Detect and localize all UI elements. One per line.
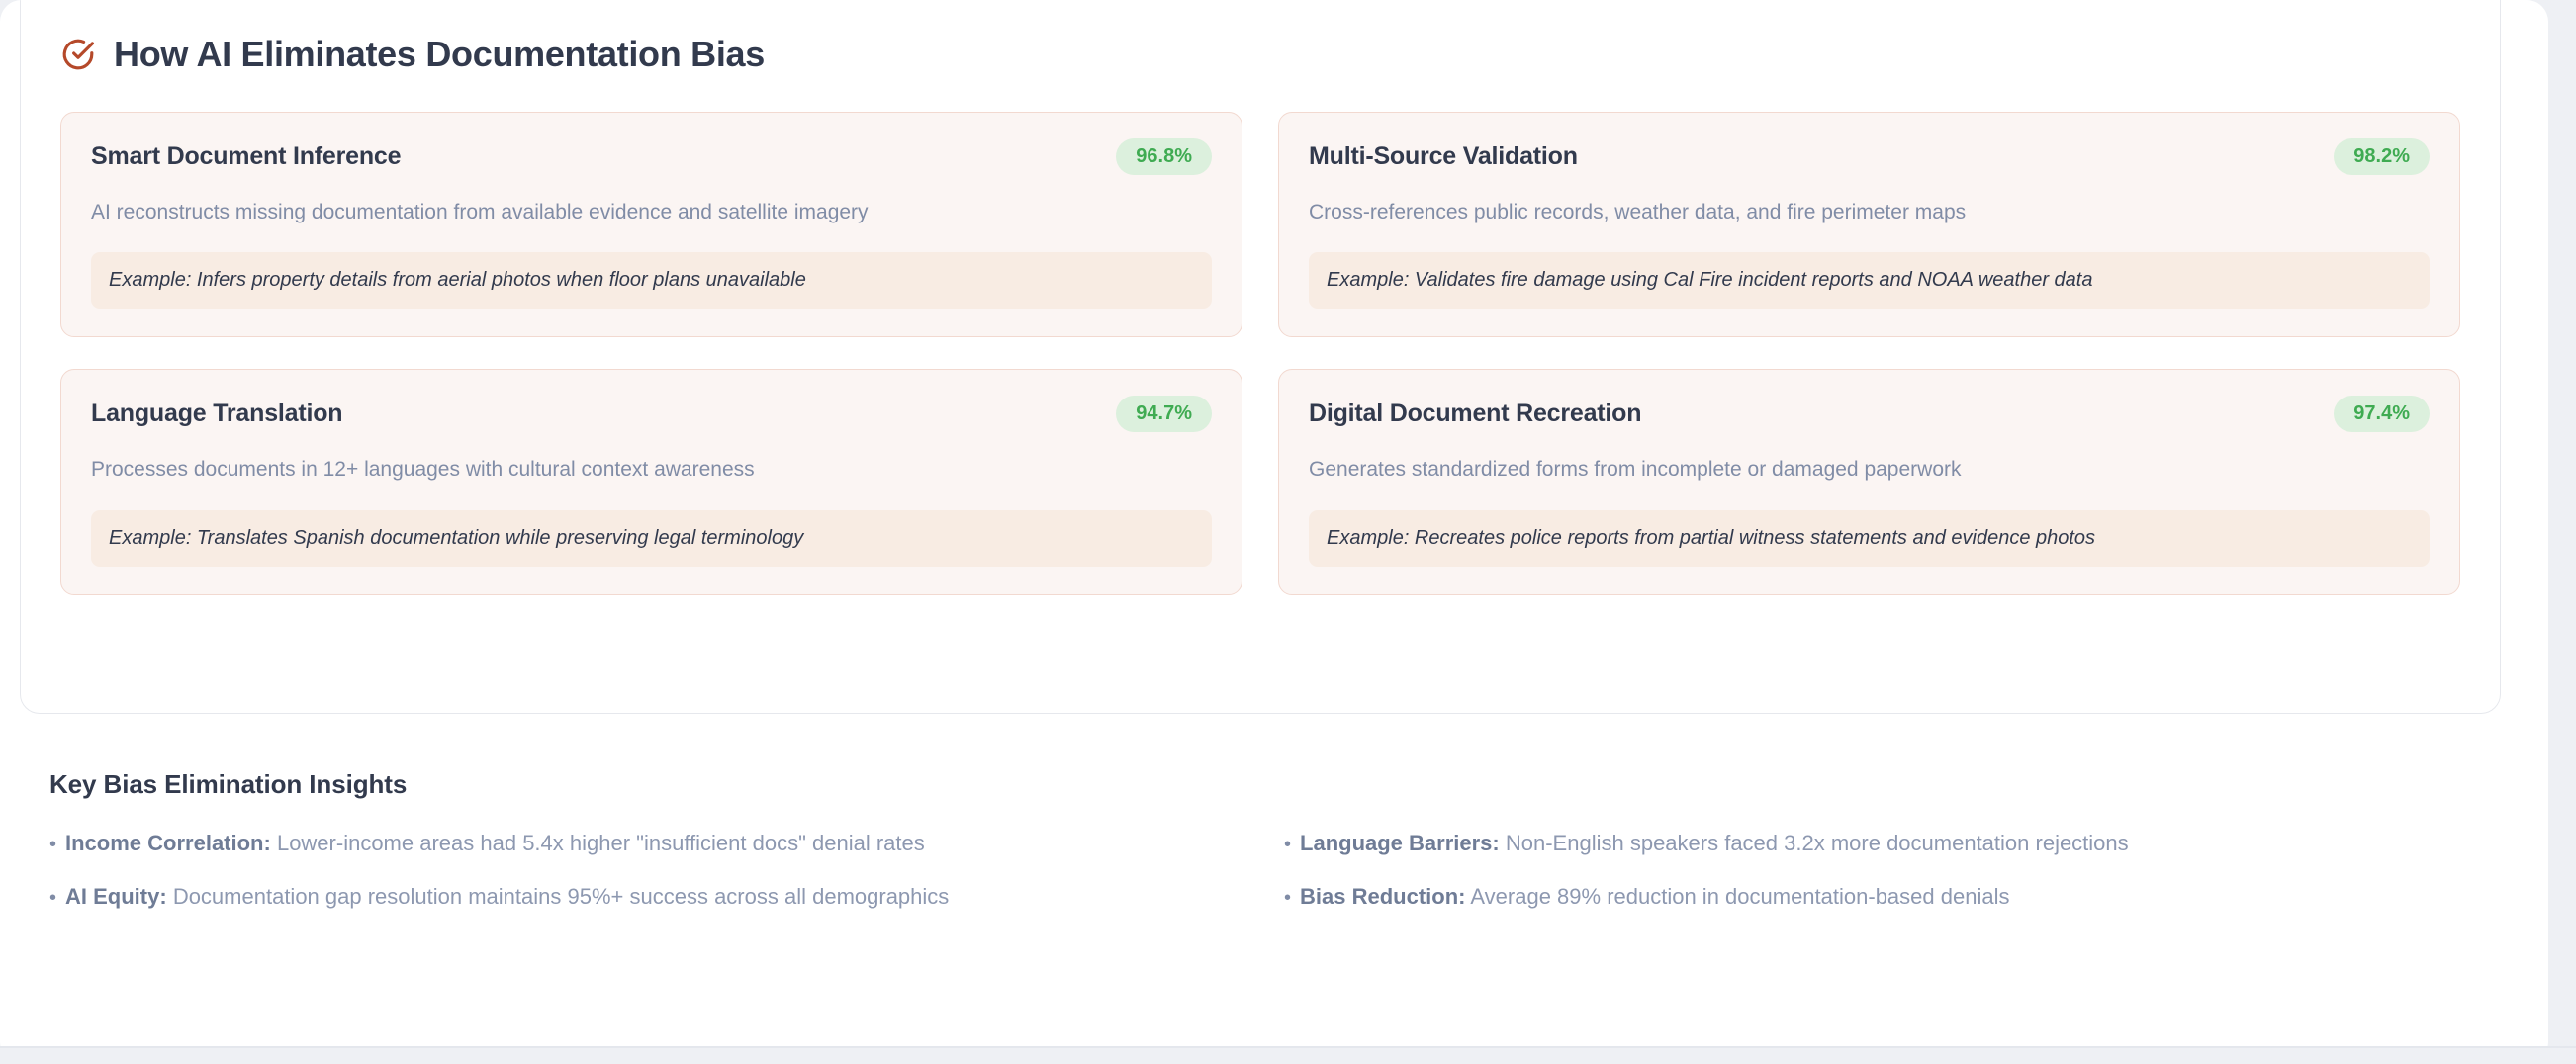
- insight-text: Documentation gap resolution maintains 9…: [172, 883, 950, 909]
- bullet-icon: •: [49, 834, 57, 855]
- bullet-icon: •: [49, 886, 57, 909]
- bottom-strip: [0, 1047, 2576, 1064]
- page-title: How AI Eliminates Documentation Bias: [114, 34, 765, 74]
- check-circle-icon: [60, 37, 96, 72]
- panel-header: How AI Eliminates Documentation Bias: [56, 37, 2464, 72]
- insight-item: • Bias Reduction: Average 89% reduction …: [1284, 883, 2483, 911]
- insight-text: Average 89% reduction in documentation-b…: [1470, 883, 2010, 909]
- feature-card-example: Example: Validates fire damage using Cal…: [1309, 252, 2430, 310]
- feature-card-description: AI reconstructs missing documentation fr…: [91, 201, 869, 223]
- insights-grid: • Income Correlation: Lower-income areas…: [49, 830, 2483, 910]
- accuracy-badge: 98.2%: [2334, 138, 2430, 175]
- accuracy-badge: 96.8%: [1116, 138, 1212, 175]
- feature-card-header: Language Translation 94.7%: [91, 396, 1212, 433]
- bullet-icon: •: [1284, 834, 1292, 855]
- feature-card-title: Smart Document Inference: [91, 141, 402, 170]
- right-gutter: [2548, 0, 2576, 1064]
- insight-label: AI Equity:: [65, 883, 167, 909]
- documentation-bias-panel: How AI Eliminates Documentation Bias Sma…: [20, 0, 2501, 714]
- feature-card-example: Example: Recreates police reports from p…: [1309, 509, 2430, 567]
- insight-label: Income Correlation:: [65, 831, 271, 855]
- feature-card[interactable]: Multi-Source Validation 98.2% Cross-refe…: [1278, 112, 2460, 338]
- accuracy-badge: 94.7%: [1116, 396, 1212, 433]
- insight-text: Lower-income areas had 5.4x higher "insu…: [276, 831, 925, 855]
- feature-card-example: Example: Translates Spanish documentatio…: [91, 509, 1212, 567]
- insights-title: Key Bias Elimination Insights: [49, 769, 408, 799]
- insight-item: • Income Correlation: Lower-income areas…: [49, 830, 1248, 857]
- feature-card-description: Generates standardized forms from incomp…: [1309, 458, 1962, 482]
- feature-card-example: Example: Infers property details from ae…: [91, 252, 1212, 310]
- insight-text: Non-English speakers faced 3.2x more doc…: [1505, 831, 2129, 855]
- insight-label: Bias Reduction:: [1300, 883, 1466, 909]
- key-insights-section: Key Bias Elimination Insights • Income C…: [49, 769, 2483, 910]
- feature-card[interactable]: Smart Document Inference 96.8% AI recons…: [60, 112, 1242, 338]
- feature-card-header: Smart Document Inference 96.8%: [91, 138, 1212, 175]
- feature-card-grid: Smart Document Inference 96.8% AI recons…: [56, 112, 2464, 595]
- insight-item: • AI Equity: Documentation gap resolutio…: [49, 883, 1248, 911]
- feature-card-header: Digital Document Recreation 97.4%: [1309, 396, 2430, 433]
- feature-card-header: Multi-Source Validation 98.2%: [1309, 138, 2430, 175]
- feature-card-title: Language Translation: [91, 399, 343, 428]
- insight-item: • Language Barriers: Non-English speaker…: [1284, 830, 2483, 857]
- bullet-icon: •: [1284, 886, 1292, 909]
- feature-card[interactable]: Language Translation 94.7% Processes doc…: [60, 369, 1242, 595]
- bottom-divider: [0, 1046, 2576, 1048]
- feature-card-title: Multi-Source Validation: [1309, 141, 1578, 170]
- feature-card-title: Digital Document Recreation: [1309, 399, 1642, 428]
- feature-card[interactable]: Digital Document Recreation 97.4% Genera…: [1278, 369, 2460, 595]
- feature-card-description: Cross-references public records, weather…: [1309, 201, 1967, 223]
- feature-card-description: Processes documents in 12+ languages wit…: [91, 458, 755, 482]
- insight-label: Language Barriers:: [1300, 831, 1500, 855]
- accuracy-badge: 97.4%: [2334, 396, 2430, 433]
